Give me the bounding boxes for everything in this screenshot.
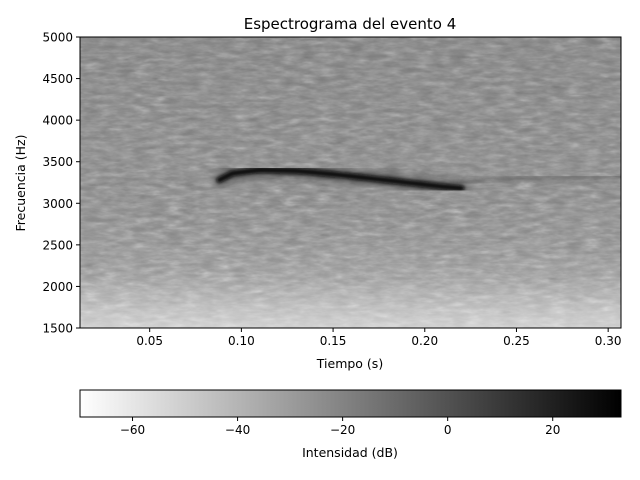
y-tick-label: 1500 bbox=[42, 322, 73, 336]
colorbar-gradient bbox=[79, 389, 622, 418]
plot-frame bbox=[79, 36, 622, 329]
colorbar-tick-label: −60 bbox=[120, 423, 145, 437]
spectrogram-plot-area bbox=[80, 37, 621, 328]
y-tick-label: 4500 bbox=[42, 72, 73, 86]
x-tick-label: 0.15 bbox=[320, 334, 347, 348]
x-tick-label: 0.30 bbox=[595, 334, 622, 348]
y-tick-label: 5000 bbox=[42, 31, 73, 45]
x-tick-label: 0.10 bbox=[228, 334, 255, 348]
y-axis-ticks: 1500 2000 2500 3000 3500 4000 4500 5000 bbox=[42, 31, 80, 336]
x-tick-label: 0.20 bbox=[411, 334, 438, 348]
chart-title: Espectrograma del evento 4 bbox=[244, 15, 457, 33]
y-tick-label: 2000 bbox=[42, 280, 73, 294]
y-tick-label: 3000 bbox=[42, 197, 73, 211]
y-axis-label: Frecuencia (Hz) bbox=[13, 135, 28, 232]
colorbar-tick-label: 20 bbox=[545, 423, 560, 437]
colorbar-ticks: −60 −40 −20 0 20 bbox=[120, 417, 560, 437]
colorbar-label: Intensidad (dB) bbox=[302, 445, 398, 460]
spectrogram-frequency-shading bbox=[80, 37, 621, 328]
colorbar-tick-label: −20 bbox=[330, 423, 355, 437]
x-tick-label: 0.25 bbox=[503, 334, 530, 348]
spectrogram-trace-1 bbox=[216, 166, 465, 192]
x-axis-ticks: 0.05 0.10 0.15 0.20 0.25 0.30 bbox=[136, 328, 622, 348]
x-axis-label: Tiempo (s) bbox=[316, 356, 383, 371]
colorbar: −60 −40 −20 0 20 Intensidad (dB) bbox=[79, 389, 622, 460]
colorbar-tick-label: 0 bbox=[444, 423, 452, 437]
y-tick-label: 2500 bbox=[42, 238, 73, 252]
spectrogram-trace-2 bbox=[460, 175, 621, 184]
x-tick-label: 0.05 bbox=[136, 334, 163, 348]
y-tick-label: 3500 bbox=[42, 155, 73, 169]
y-tick-label: 4000 bbox=[42, 114, 73, 128]
colorbar-tick-label: −40 bbox=[225, 423, 250, 437]
